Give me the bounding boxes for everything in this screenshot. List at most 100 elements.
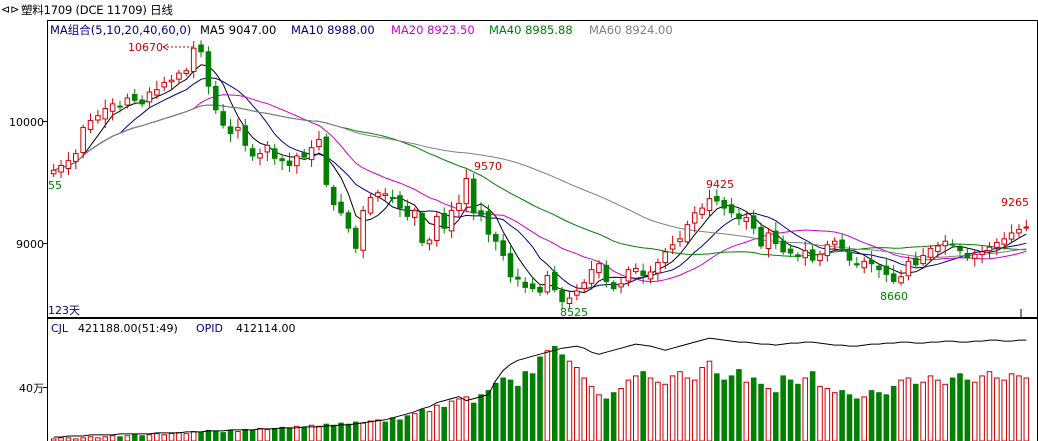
candle xyxy=(979,245,985,264)
candle xyxy=(662,247,669,270)
candle xyxy=(463,169,470,213)
candle-body xyxy=(736,213,742,220)
volume-bar xyxy=(463,396,470,441)
volume-bar xyxy=(529,373,536,441)
volume-bar xyxy=(655,381,661,441)
candle xyxy=(861,256,867,274)
volume-bar xyxy=(493,382,499,441)
candle xyxy=(485,204,492,243)
candle xyxy=(714,189,720,206)
candle-body xyxy=(434,215,440,241)
annotation-low-8525: 8525 xyxy=(560,306,588,319)
candle-body xyxy=(957,246,963,252)
volume-bar xyxy=(802,377,809,441)
candle-body xyxy=(529,283,536,290)
candle-body xyxy=(205,51,212,87)
candle xyxy=(559,286,565,309)
candle-body xyxy=(286,160,293,166)
candle xyxy=(330,184,337,211)
volume-bar xyxy=(404,415,411,441)
volume-bar xyxy=(677,371,683,441)
candle-body xyxy=(102,108,109,120)
candle-body xyxy=(979,251,985,256)
candle xyxy=(227,119,234,142)
candle xyxy=(58,159,64,178)
volume-bar xyxy=(470,402,477,441)
candle-body xyxy=(537,286,543,293)
candle xyxy=(411,207,418,226)
volume-bar xyxy=(87,436,94,441)
candle xyxy=(316,130,322,151)
ma-legend-group: MA组合(5,10,20,40,60,0) xyxy=(50,23,191,37)
candle-body xyxy=(109,103,116,112)
ma40-legend: MA40 8985.88 xyxy=(489,23,573,37)
candle-body xyxy=(743,217,750,222)
candle xyxy=(338,193,344,217)
candle-body xyxy=(986,246,993,252)
volume-bar xyxy=(353,421,359,441)
candlestick-chart[interactable]: MA组合(5,10,20,40,60,0) MA5 9047.00 MA10 8… xyxy=(0,20,1038,441)
volume-bar xyxy=(360,422,366,441)
candle xyxy=(257,148,263,166)
annotation-9265: 9265 xyxy=(1001,196,1029,209)
candle-body xyxy=(890,273,897,282)
annotation-8660: 8660 xyxy=(880,290,908,303)
candle xyxy=(456,194,462,218)
candle-body xyxy=(647,271,654,280)
volume-bar xyxy=(485,390,492,441)
candle xyxy=(765,227,772,258)
candle-body xyxy=(404,206,411,217)
volume-bar xyxy=(345,423,352,441)
candle xyxy=(839,234,845,252)
candle-body xyxy=(913,257,919,266)
volume-bar xyxy=(905,377,912,441)
volume-bar xyxy=(154,433,160,441)
candle-body xyxy=(463,177,470,205)
candle xyxy=(618,278,624,294)
candle xyxy=(736,207,742,226)
candle xyxy=(706,189,713,218)
candle-body xyxy=(161,82,167,88)
volume-bar xyxy=(323,423,330,441)
candle xyxy=(574,284,580,301)
back-forward-arrows-icon[interactable]: ⊲⊳ xyxy=(1,3,20,16)
candle-body xyxy=(441,212,447,229)
volume-bar xyxy=(537,356,543,441)
candle xyxy=(404,199,411,221)
candle-body xyxy=(213,85,219,111)
candle-body xyxy=(677,238,683,243)
candle-body xyxy=(220,111,226,126)
candle-body xyxy=(854,263,860,266)
volume-bar xyxy=(515,385,521,441)
volume-bar xyxy=(846,394,853,441)
volume-bar xyxy=(935,379,941,441)
volume-bar xyxy=(146,434,153,441)
candle-body xyxy=(80,127,86,153)
volume-bar xyxy=(758,383,764,441)
candle xyxy=(507,245,514,283)
volume-bar xyxy=(1023,377,1030,441)
volume-bar xyxy=(65,437,72,441)
candle xyxy=(544,270,551,295)
volume-bar xyxy=(669,375,676,441)
candle xyxy=(588,260,595,290)
volume-bar xyxy=(139,435,145,441)
ma5-legend: MA5 9047.00 xyxy=(200,23,276,37)
candle-body xyxy=(868,259,875,265)
volume-bar xyxy=(773,392,779,441)
candle-body xyxy=(65,160,72,169)
candle xyxy=(102,99,109,129)
candle-body xyxy=(124,97,131,106)
y-tick-10000: 10000 xyxy=(9,116,44,129)
candle xyxy=(817,250,823,267)
volume-bar xyxy=(411,413,418,441)
candle-body xyxy=(360,209,366,251)
ma60-legend: MA60 8924.00 xyxy=(589,23,673,37)
volume-bar xyxy=(227,430,234,441)
candle-body xyxy=(493,234,499,242)
volume-bar xyxy=(213,431,219,441)
candle-body xyxy=(795,254,801,258)
volume-bar xyxy=(544,350,551,441)
volume-bar xyxy=(949,377,956,441)
volume-bar xyxy=(787,379,794,441)
